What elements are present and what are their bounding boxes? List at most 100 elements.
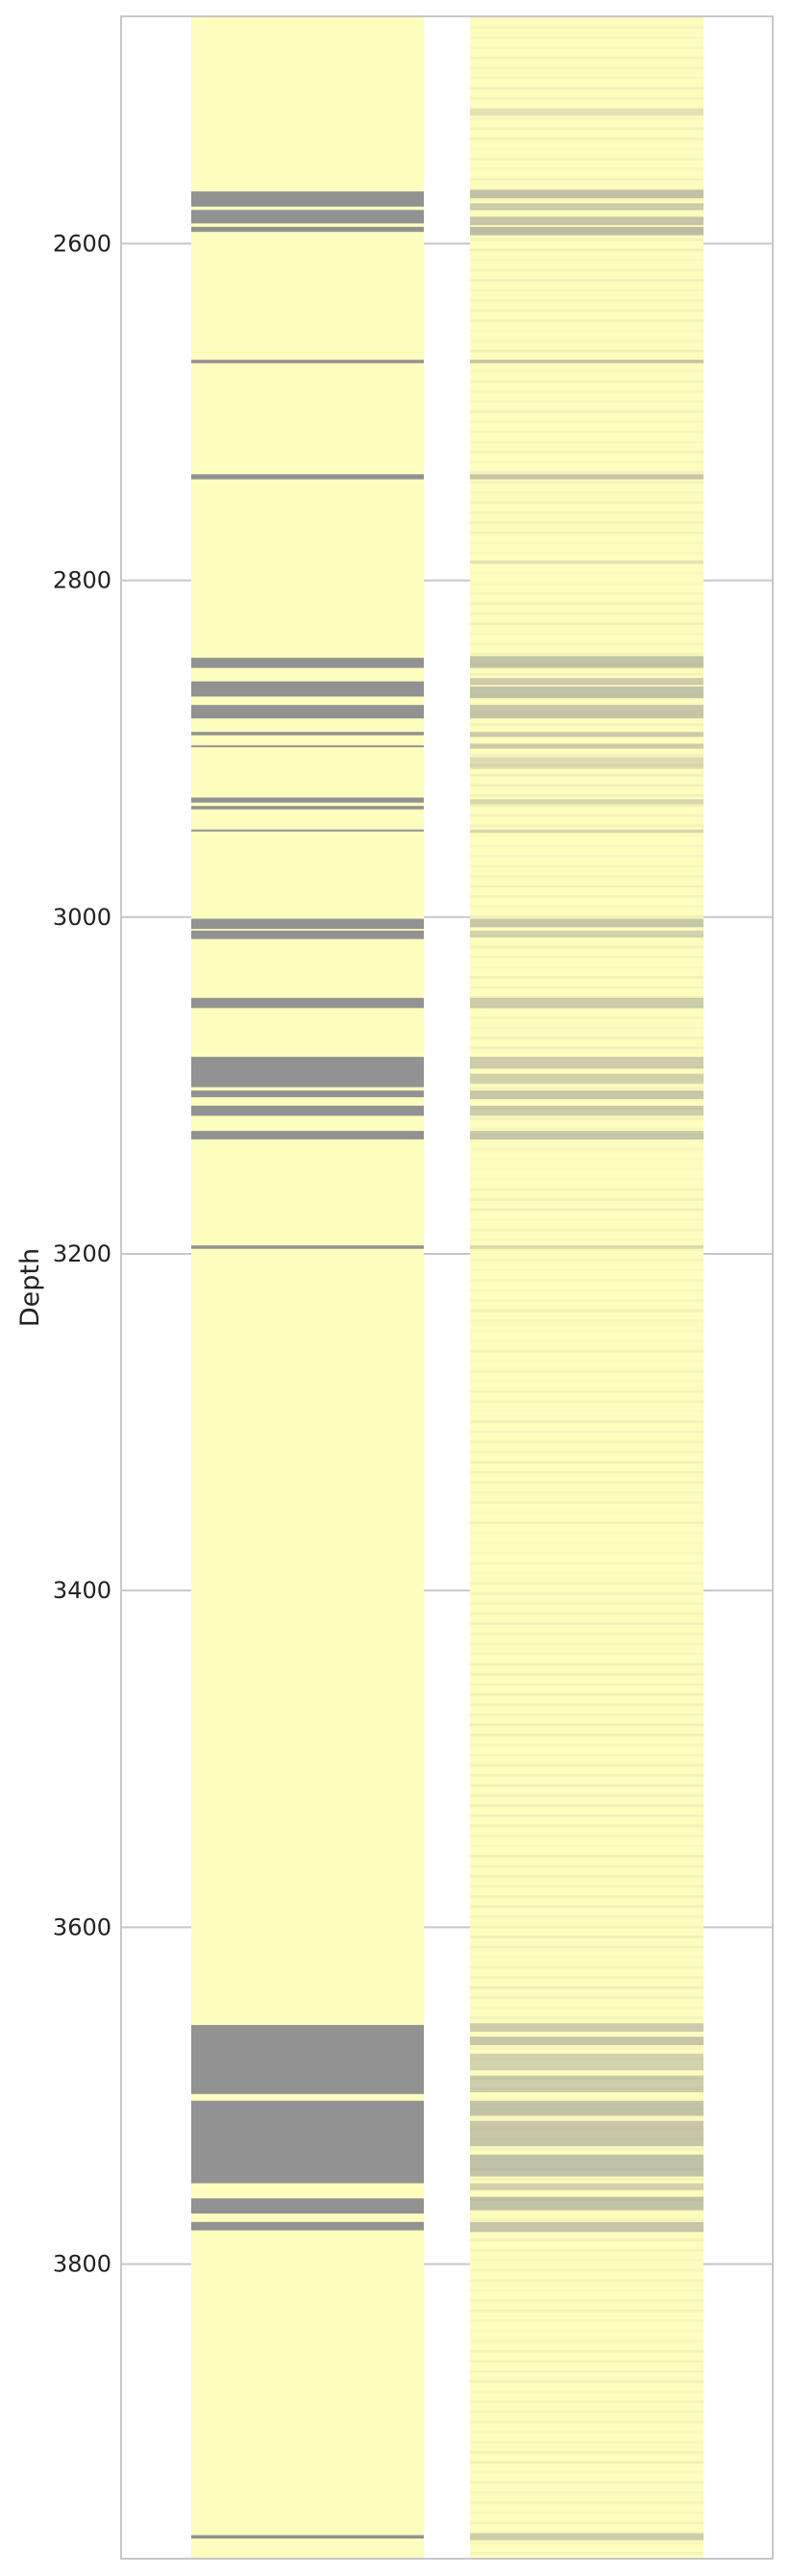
track-2-band <box>470 1198 704 1201</box>
track-2-band <box>470 117 704 120</box>
track-2-band <box>470 1622 704 1626</box>
track-2-band <box>470 1763 704 1767</box>
track-2-band <box>470 1168 704 1171</box>
track-2-band <box>470 2521 704 2525</box>
track-2-band <box>470 672 704 676</box>
track-2-band <box>470 16 704 19</box>
y-tick-label-2800: 2800 <box>53 567 111 594</box>
track-2-shale-interval-34 <box>470 2196 704 2211</box>
track-2-band <box>470 511 704 514</box>
track-1-shale-interval-4 <box>191 474 424 480</box>
track-2-band <box>470 804 704 808</box>
track-2-band <box>470 854 704 858</box>
track-2-band <box>470 2188 704 2191</box>
track-1-shale-interval-10 <box>191 797 424 803</box>
track-2-band <box>470 763 704 767</box>
track-2-band <box>470 1663 704 1666</box>
track-2-shale-interval-17 <box>470 918 704 928</box>
track-2-shale-interval-30 <box>470 2100 704 2116</box>
track-2-band <box>470 309 704 313</box>
track-2-band <box>470 97 704 100</box>
track-2-band <box>470 2057 704 2060</box>
track-2-band <box>470 2117 704 2120</box>
track-2-shale-interval-35 <box>470 2221 704 2233</box>
track-2-band <box>470 875 704 878</box>
track-2-band <box>470 632 704 636</box>
track-2-band <box>470 430 704 434</box>
track-2-band <box>470 1238 704 1241</box>
track-2 <box>470 16 704 2559</box>
track-2-band <box>470 1845 704 1848</box>
y-axis-label: Depth <box>15 1248 45 1327</box>
track-2-band <box>470 1864 704 1868</box>
track-2-band <box>470 1360 704 1363</box>
track-2-band <box>470 1835 704 1838</box>
track-2-shale-interval-28 <box>470 2053 704 2071</box>
track-2-band <box>470 1218 704 1221</box>
track-2-band <box>470 1562 704 1565</box>
track-2-band <box>470 1652 704 1656</box>
track-2-band <box>470 784 704 788</box>
track-2-shale-interval-12 <box>470 732 704 738</box>
track-2-band <box>470 915 704 918</box>
track-2-band <box>470 1470 704 1474</box>
track-2-shale-interval-11 <box>470 705 704 719</box>
track-2-band <box>470 299 704 302</box>
track-2-band <box>470 1057 704 1060</box>
track-2-band <box>470 279 704 282</box>
track-2-band <box>470 1743 704 1747</box>
track-2-shale-interval-36 <box>470 2533 704 2540</box>
track-2-band <box>470 531 704 535</box>
track-2-band <box>470 1450 704 1454</box>
track-1 <box>191 16 424 2559</box>
track-2-band <box>470 2400 704 2404</box>
track-2-band <box>470 2360 704 2363</box>
track-2-band <box>470 2309 704 2313</box>
track-2-band <box>470 2046 704 2050</box>
track-2-band <box>470 1349 704 1353</box>
track-2-band <box>470 1046 704 1050</box>
track-2-band <box>470 420 704 423</box>
track-2-band <box>470 410 704 413</box>
track-2-band <box>470 2268 704 2272</box>
track-2-band <box>470 1512 704 1514</box>
track-2-shale-interval-6 <box>470 474 704 480</box>
track-2-band <box>470 652 704 656</box>
track-2-band <box>470 2087 704 2090</box>
track-2-band <box>470 1087 704 1090</box>
track-2-band <box>470 1440 704 1443</box>
track-2-band <box>470 1672 704 1676</box>
track-2-band <box>470 642 704 645</box>
track-2-band <box>470 1774 704 1777</box>
track-2-shale-interval-16 <box>470 829 704 834</box>
track-2-band <box>470 602 704 605</box>
track-2-band <box>470 703 704 707</box>
track-1-shale-interval-5 <box>191 658 424 668</box>
track-2-shale-interval-10 <box>470 686 704 699</box>
track-2-shale-interval-9 <box>470 678 704 686</box>
track-2-shale-interval-2 <box>470 203 704 211</box>
track-2-band <box>470 622 704 625</box>
track-2-band <box>470 1339 704 1342</box>
track-2-band <box>470 733 704 737</box>
track-2-shale-interval-3 <box>470 216 704 226</box>
track-2-band <box>470 793 704 797</box>
track-2-band <box>470 1481 704 1484</box>
track-1-shale-interval-21 <box>191 2024 424 2094</box>
track-2-band <box>470 1490 704 1494</box>
track-2-band <box>470 1895 704 1898</box>
track-2-band <box>470 2026 704 2030</box>
track-2-band <box>470 1319 704 1322</box>
track-2-band <box>470 966 704 969</box>
track-2-band <box>470 1915 704 1918</box>
track-2-band <box>470 753 704 757</box>
track-2-band <box>470 1107 704 1111</box>
track-2-band <box>470 2420 704 2424</box>
lithology-tracks <box>191 16 704 2559</box>
track-2-band <box>470 1521 704 1525</box>
track-2-band <box>470 2471 704 2474</box>
track-2-shale-interval-33 <box>470 2183 704 2190</box>
y-tick-label-3800: 3800 <box>53 2251 111 2278</box>
y-tick-label-3000: 3000 <box>53 904 111 931</box>
track-2-shale-interval-26 <box>470 2023 704 2032</box>
